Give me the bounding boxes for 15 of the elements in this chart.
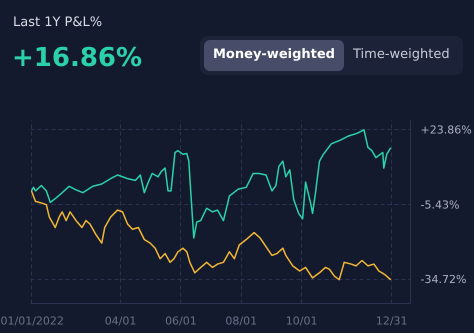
x-tick-label: 12/31 xyxy=(376,314,408,328)
y-tick-label: -34.72% xyxy=(420,273,466,286)
x-tick-label: 04/01 xyxy=(104,314,136,328)
y-tick-label: +23.86% xyxy=(420,123,472,136)
text: Time-weighted xyxy=(352,46,451,64)
x-tick-label: 10/01 xyxy=(286,314,318,328)
x-tick-label: 08/01 xyxy=(225,314,258,328)
chart-subtitle: +16.86% xyxy=(12,42,142,75)
x-tick-label: 01/01/2022 xyxy=(0,314,64,328)
line-series xyxy=(30,129,392,239)
chart-title: Last 1Y P&L% xyxy=(13,14,102,32)
x-tick-label: 06/01 xyxy=(165,314,197,328)
line-series xyxy=(30,190,392,280)
text: Money-weighted xyxy=(204,40,344,71)
y-tick-label: -5.43% xyxy=(420,198,460,212)
